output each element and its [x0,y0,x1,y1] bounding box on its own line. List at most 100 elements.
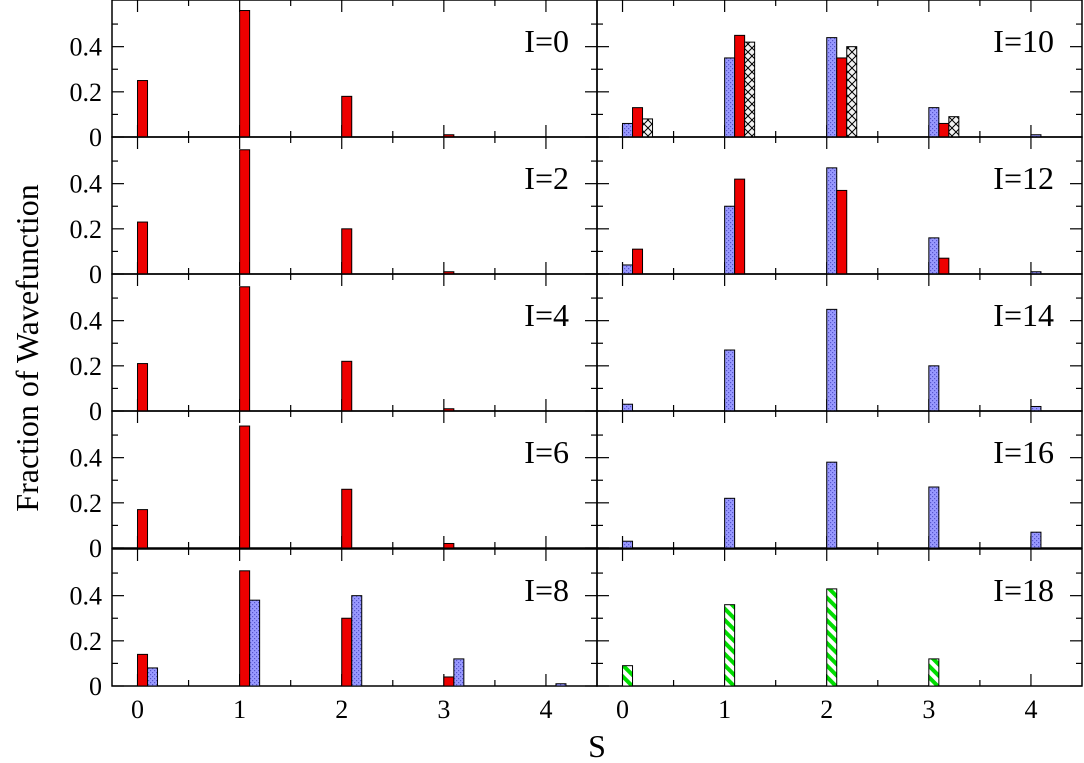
x-tick-label: 0 [616,695,629,724]
panels-layer: 0 0.2 0.4 I=0 0 0.2 0.4 I=2 0 0.2 0.4 I=4 0 0.2 0.4 I=6… [70,0,1083,724]
y-tick-label: 0.4 [70,33,103,62]
bar [147,667,159,687]
panel-label: I=2 [524,160,569,196]
panel-I=8: 0 0.2 0.4 0 1 2 3 4 I=8 [70,548,598,724]
y-tick-label: 0.4 [70,582,103,611]
y-tick-label: 0.2 [70,215,103,244]
bar [846,46,858,138]
bar [239,570,251,687]
bar [239,149,251,275]
panel-I=12: I=12 [596,136,1083,275]
bar [724,604,736,687]
bar [826,37,838,138]
bar [239,10,251,138]
panel-frame [111,410,598,549]
bar [351,595,363,687]
bar [632,107,644,138]
bar [137,509,149,549]
bar [724,497,736,549]
panel-label: I=6 [524,434,569,470]
bar [734,178,746,275]
bar [137,653,149,687]
y-tick-label: 0 [89,397,102,426]
y-tick-label: 0 [89,672,102,701]
panel-frame [596,273,1083,412]
panel-I=2: 0 0.2 0.4 I=2 [70,136,598,289]
bar [622,403,634,412]
panel-label: I=0 [524,23,569,59]
bar [1030,531,1042,549]
panel-label: I=18 [993,572,1054,608]
y-tick-label: 0.2 [70,489,103,518]
panel-frame [596,548,1083,687]
bar [622,264,634,275]
panel-label: I=4 [524,297,569,333]
panel-I=16: I=16 [596,410,1083,549]
bar [724,57,736,138]
panel-I=18: 0 1 2 3 4 I=18 [596,548,1083,724]
bar [341,228,353,275]
bar [938,257,950,275]
panel-I=0: 0 0.2 0.4 I=0 [70,0,598,152]
bar [341,95,353,138]
bar [928,237,940,275]
bar [836,189,848,275]
x-tick-label: 2 [335,695,348,724]
y-tick-label: 0 [89,123,102,152]
bar [744,41,756,138]
bar [938,122,950,138]
bar [137,363,149,412]
y-axis-title: Fraction of Wavefunction [9,184,45,511]
bar [632,248,644,275]
bar [826,461,838,549]
bar [622,122,634,138]
bar [642,118,654,138]
y-tick-label: 0.4 [70,307,103,336]
bar [826,167,838,275]
bar [724,205,736,275]
bar [137,221,149,275]
panel-I=14: I=14 [596,273,1083,412]
y-tick-label: 0 [89,260,102,289]
bar [928,658,940,687]
y-tick-label: 0.2 [70,78,103,107]
bar [443,676,455,687]
bar [443,542,455,549]
x-axis-title: S [588,728,606,763]
panel-frame [111,0,598,138]
panel-frame [111,136,598,275]
bar [734,34,746,138]
x-tick-label: 4 [539,695,552,724]
x-tick-label: 4 [1024,695,1037,724]
x-tick-label: 0 [131,695,144,724]
bar [928,107,940,138]
panel-label: I=14 [993,297,1054,333]
bar [341,360,353,412]
bar [622,665,634,687]
panel-label: I=12 [993,160,1054,196]
panel-frame [596,410,1083,549]
y-tick-label: 0.2 [70,627,103,656]
bar [928,486,940,549]
y-tick-label: 0 [89,534,102,563]
bar [826,308,838,412]
x-tick-label: 3 [922,695,935,724]
y-tick-label: 0.4 [70,444,103,473]
bar [341,488,353,549]
bar [622,540,634,549]
y-tick-label: 0.4 [70,170,103,199]
x-tick-label: 3 [437,695,450,724]
panel-frame [111,273,598,412]
panel-I=4: 0 0.2 0.4 I=4 [70,273,598,426]
y-tick-label: 0.2 [70,352,103,381]
bar [724,349,736,412]
bar [249,599,261,687]
bar [239,286,251,412]
panel-I=6: 0 0.2 0.4 I=6 [70,410,598,563]
panel-label: I=8 [524,572,569,608]
bar [453,658,465,687]
x-tick-label: 2 [820,695,833,724]
bar [137,80,149,138]
bar [928,365,940,412]
